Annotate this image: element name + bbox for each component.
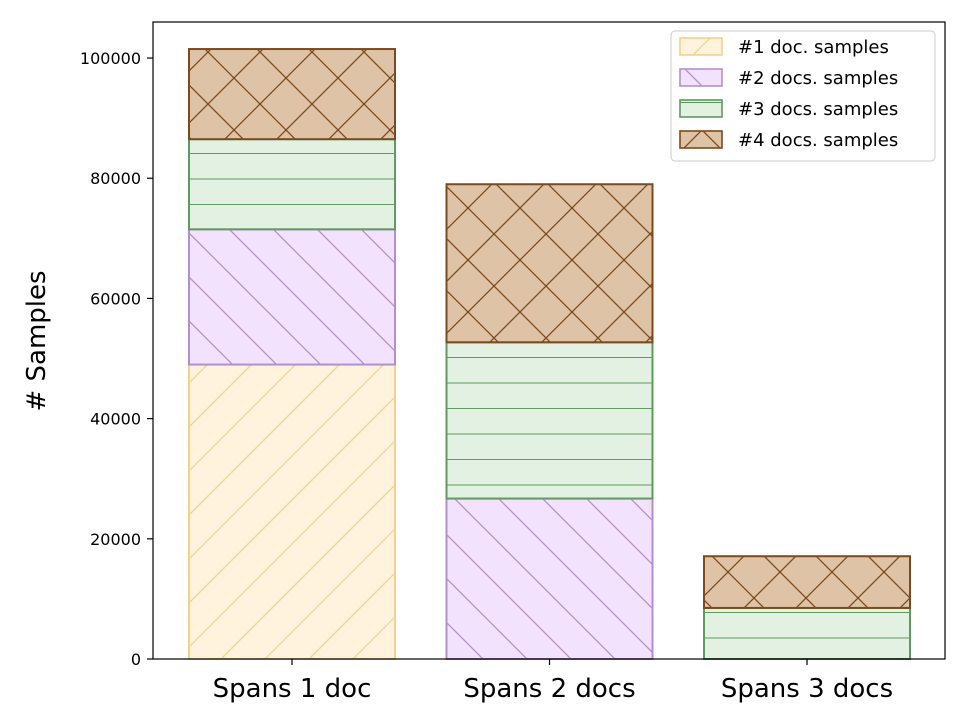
bar-segment	[703, 555, 911, 609]
y-tick-label: 100000	[80, 49, 141, 68]
legend-swatch	[679, 37, 723, 56]
legend-label: #2 docs. samples	[738, 68, 898, 89]
bar-segment	[188, 228, 396, 366]
bars-layer	[188, 48, 911, 660]
y-axis: 0 20000 40000 60000 80000 100000	[80, 49, 153, 669]
bar-segment	[445, 497, 654, 660]
legend-swatch	[679, 99, 723, 118]
x-category-label: Spans 3 docs	[721, 674, 893, 704]
bar-segment	[703, 606, 911, 660]
bar-segment	[445, 341, 654, 500]
y-tick-label: 40000	[90, 410, 141, 429]
legend-label: #4 docs. samples	[738, 130, 898, 151]
x-axis: Spans 1 doc Spans 2 docs Spans 3 docs	[213, 659, 893, 704]
legend-box	[670, 30, 936, 162]
bar-segment	[188, 138, 396, 231]
y-tick-label: 0	[131, 650, 141, 669]
legend-label: #3 docs. samples	[738, 99, 898, 120]
y-tick-label: 60000	[90, 289, 141, 308]
x-category-label: Spans 1 doc	[213, 674, 372, 704]
legend: #1 doc. samples #2 docs. samples #3 docs. …	[670, 30, 936, 162]
legend-swatch	[679, 130, 723, 149]
bar-segment	[445, 183, 654, 344]
bar-segment	[188, 363, 396, 660]
x-category-label: Spans 2 docs	[463, 674, 635, 704]
y-tick-label: 80000	[90, 169, 141, 188]
bar-segment	[188, 48, 396, 141]
legend-swatch	[679, 68, 723, 87]
legend-label: #1 doc. samples	[738, 37, 889, 58]
y-axis-title: # Samples	[22, 270, 52, 411]
y-tick-label: 20000	[90, 530, 141, 549]
